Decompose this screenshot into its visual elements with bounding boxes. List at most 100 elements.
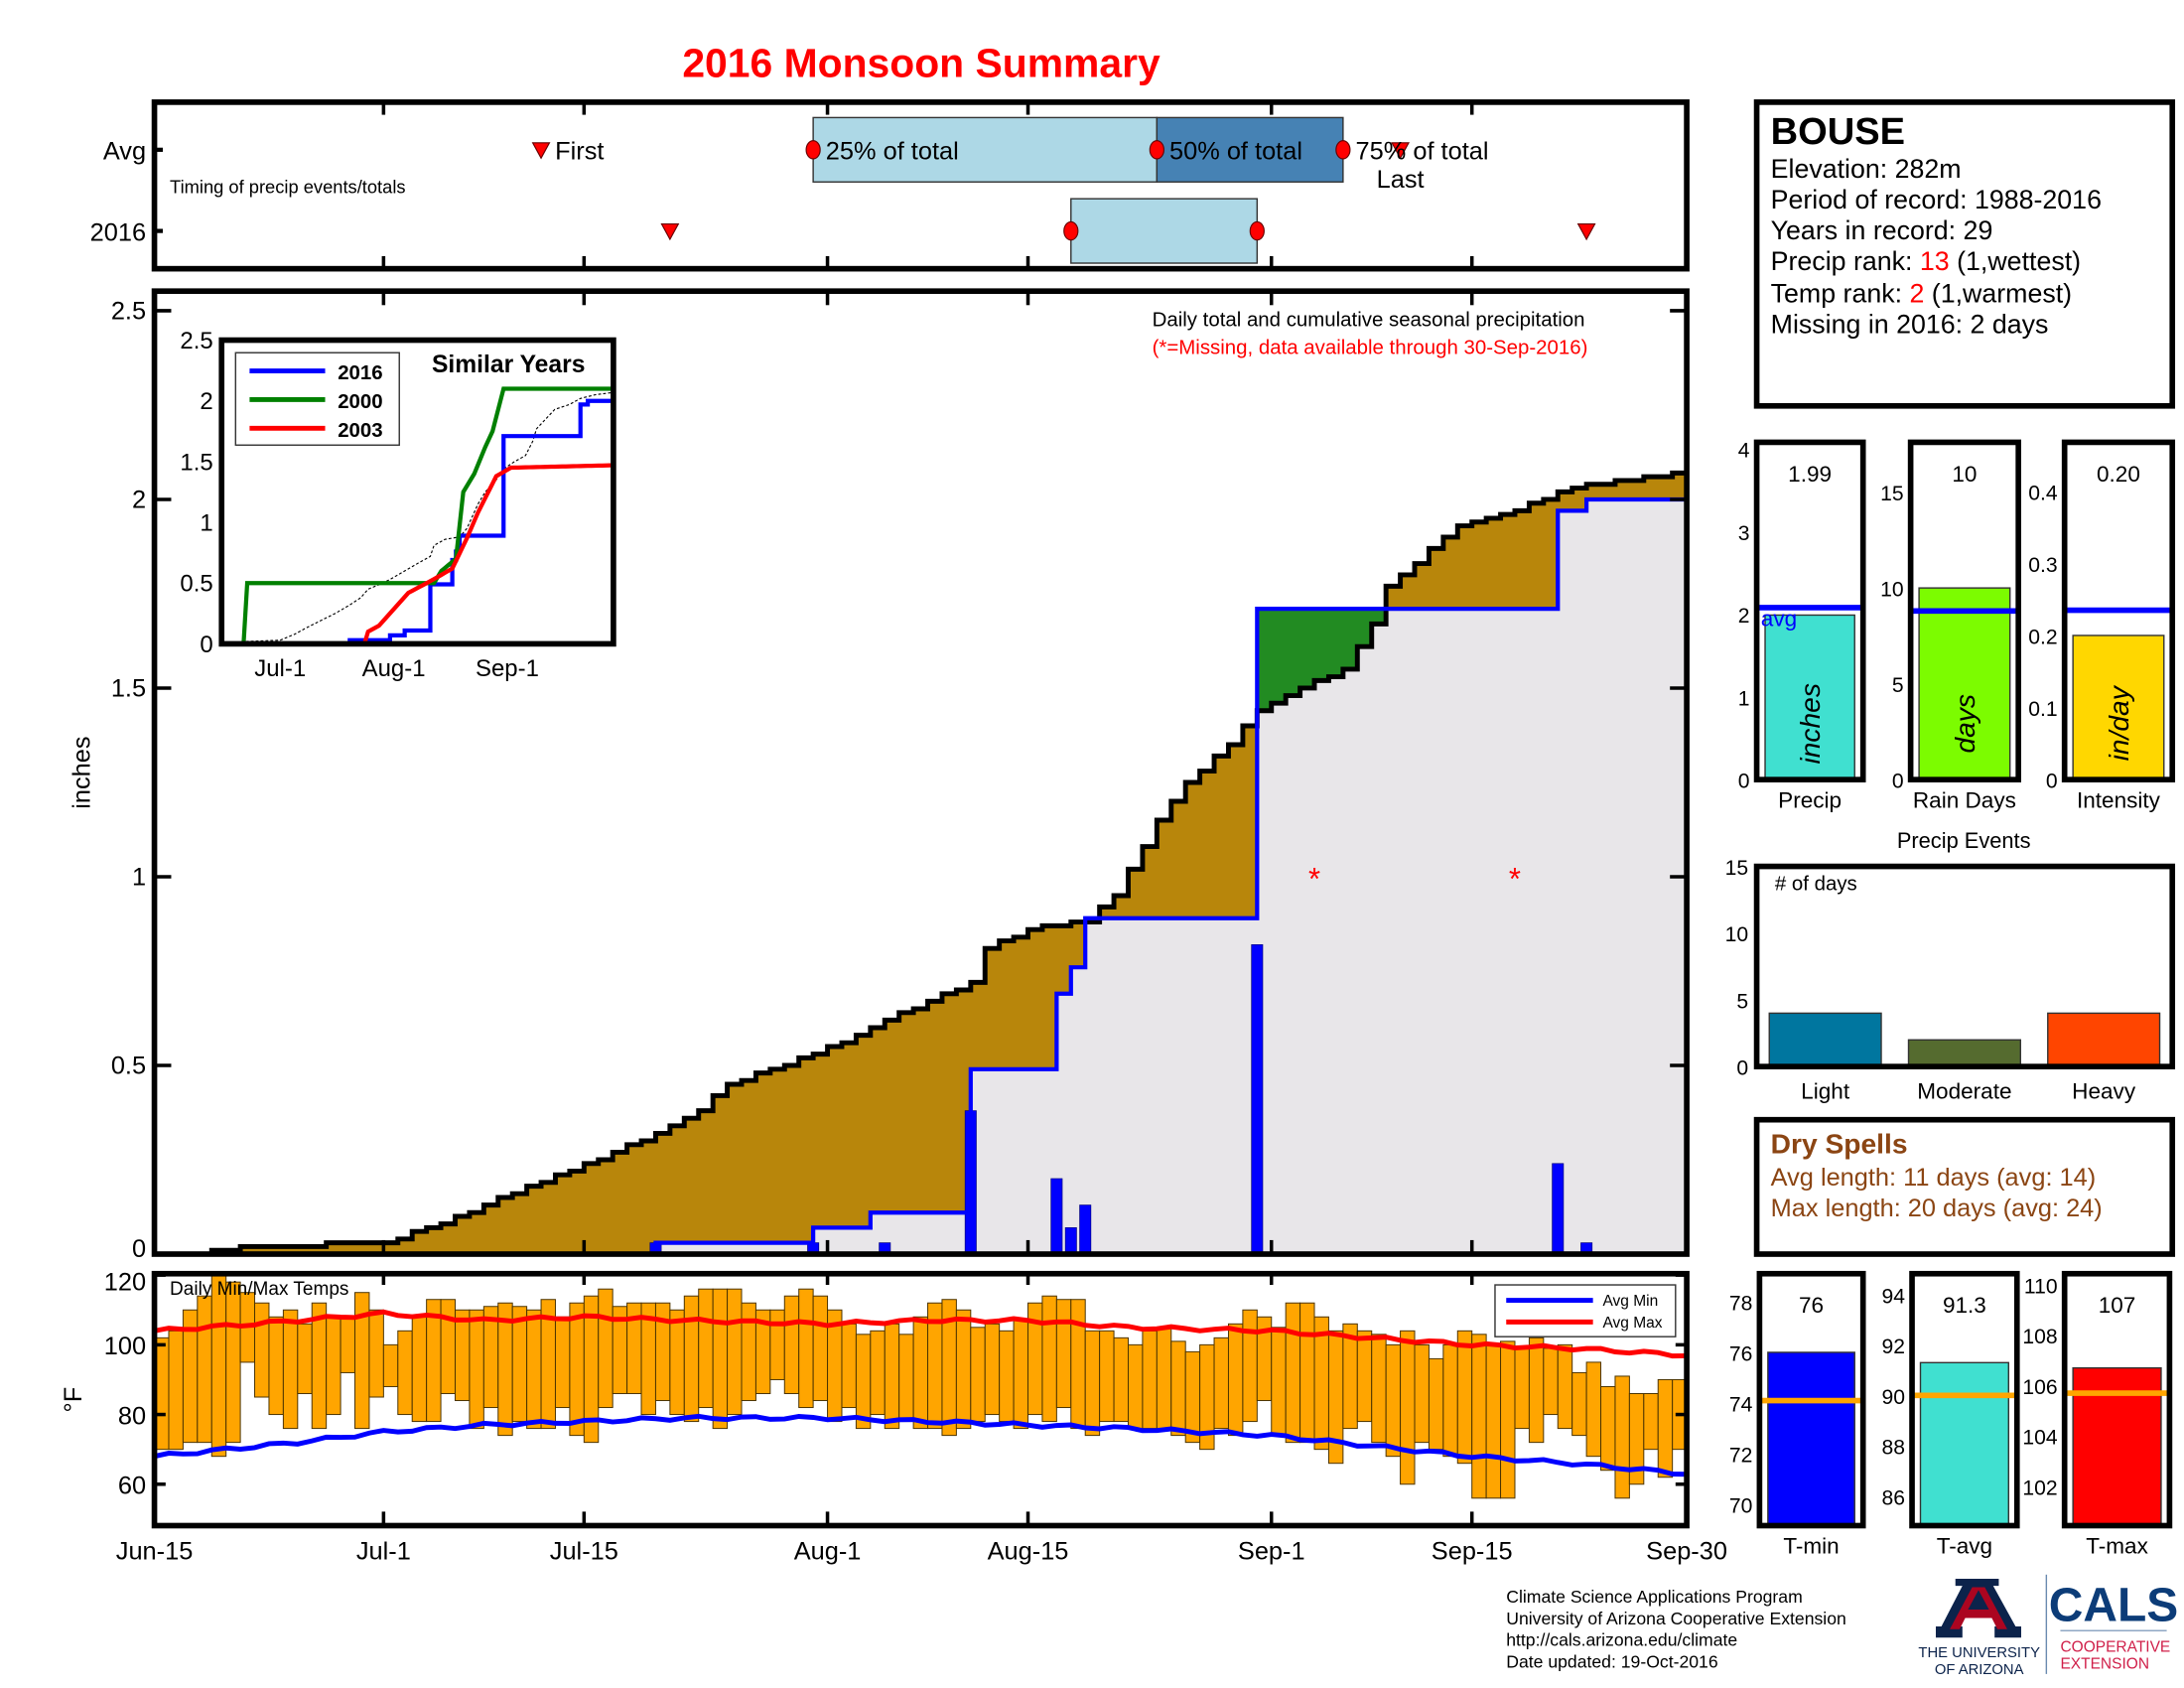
panel-y-tick-label: 0 [2046,771,2058,793]
daily-temp-bar [311,1302,328,1430]
precip-rank-value: 13 [1920,246,1950,276]
daily-temp-bar [1414,1343,1430,1444]
daily-temp-bar [798,1288,814,1409]
daily-temp-bar [970,1327,986,1423]
temp-legend-label: Avg Max [1603,1315,1663,1332]
daily-temp-bar [727,1288,743,1416]
daily-temp-bar [197,1295,212,1444]
temp-y-tick-label: 60 [118,1473,146,1500]
timing-first-marker [660,222,680,241]
temp-y-tick-label: 80 [118,1402,146,1430]
daily-temp-bar [511,1306,528,1423]
daily-temp-bar [1213,1336,1229,1430]
panel-y-tick-label: 102 [2022,1477,2057,1499]
daily-temp-bar [382,1343,399,1387]
daily-temp-bar [669,1309,685,1416]
panel-unit-label: in/day [2103,684,2134,761]
inset-x-tick-label: Aug-1 [362,655,426,682]
block-a-inner [1950,1587,2007,1629]
daily-temp-bar [1285,1302,1301,1444]
panel-label: T-min [1783,1534,1839,1559]
daily-temp-bar [1242,1309,1258,1423]
precip-chart-title: Daily total and cumulative seasonal prec… [1153,309,1585,331]
panel-y-tick-label: 0.4 [2028,482,2058,504]
legend-label: 2003 [338,420,382,442]
panel-y-tick-label: 0 [1892,771,1904,793]
panel-unit-label: inches [1794,683,1826,764]
panel-y-tick-label: 94 [1881,1285,1905,1308]
daily-temp-bar [1055,1299,1072,1409]
panel-y-tick-label: 108 [2022,1326,2057,1348]
daily-temp-bar [1514,1347,1530,1430]
panel-value-label: 76 [1799,1293,1824,1318]
daily-temp-bar [282,1309,299,1430]
panel-y-tick-label: 5 [1892,674,1904,697]
logo-ext-line1: COOPERATIVE [2060,1638,2170,1655]
events-annotation: # of days [1775,874,1857,896]
panel-label: Rain Days [1913,787,2016,812]
temp-plot-frame [151,1270,1690,1529]
logo-cals: CALS [2049,1579,2178,1631]
panel-value-label: 91.3 [1943,1293,1986,1318]
daily-temp-bar [1657,1378,1674,1478]
panel-frame-rain-days [1907,439,2021,782]
daily-temp-bar [368,1309,384,1398]
events-y-tick-label: 15 [1725,857,1748,880]
precip-rank-line: Precip rank: 13 (1,wettest) [1771,246,2081,276]
daily-precip-bar [1050,1178,1063,1255]
inset-series-2003 [221,463,614,644]
timing-p50-label: 50% of total [1169,138,1302,166]
daily-temp-bar [741,1302,756,1402]
panel-value-label: 0.20 [2097,462,2140,487]
inset-series-2016 [221,398,614,644]
panel-value-label: 1.99 [1788,462,1832,487]
daily-temp-bar [1600,1385,1616,1472]
inset-y-tick-label: 1 [200,510,212,537]
daily-temp-bar [397,1330,413,1416]
daily-temp-bar [598,1288,614,1409]
dry-spells-avg: Avg length: 11 days (avg: 14) [1771,1164,2097,1192]
timing-p25-marker [1063,220,1079,241]
events-y-tick-label: 5 [1736,990,1748,1013]
timing-panel-frame [151,99,1690,272]
bar-intensity [2072,634,2165,780]
daily-temp-bar [1500,1340,1516,1499]
daily-temp-bar [1170,1340,1186,1437]
panel-value-label: 107 [2099,1293,2136,1318]
panel-y-tick-label: 72 [1729,1445,1753,1468]
panel-y-tick-label: 2 [1738,605,1750,628]
timing-first-marker [531,142,551,160]
temp-rank-label: Temp rank: [1771,278,1910,308]
footer-line: University of Arizona Cooperative Extens… [1506,1609,1846,1628]
panel-y-tick-label: 0.3 [2028,554,2057,577]
panel-y-tick-label: 0.1 [2028,698,2057,721]
x-tick-label: Aug-15 [988,1537,1069,1565]
timing-p75-label: 75% of total [1356,138,1489,166]
panel-y-tick-label: 86 [1881,1486,1905,1509]
bar-rain-days [1918,587,2011,780]
daily-temp-bar [326,1316,341,1416]
footer-line: Date updated: 19-Oct-2016 [1506,1652,1718,1672]
temp-y-tick-label: 120 [104,1269,146,1297]
footer-line: Climate Science Applications Program [1506,1587,1803,1607]
timing-p50-marker [1149,140,1164,160]
daily-temp-bar [297,1323,313,1394]
inset-y-tick-label: 0.5 [180,571,212,598]
panel-frame-t-min [1756,1270,1866,1529]
daily-temp-bar [1299,1302,1315,1444]
x-tick-label: Sep-15 [1432,1537,1513,1565]
daily-temp-bar [411,1316,428,1423]
x-tick-label: Jul-1 [356,1537,411,1565]
timing-p75-marker [1335,140,1351,160]
panel-label: T-max [2086,1534,2148,1559]
panel-frame-intensity [2061,439,2176,782]
event-bar-light [1768,1012,1882,1067]
station-name: BOUSE [1771,111,1905,153]
daily-precip-bar [1064,1227,1077,1255]
panel-frame-t-avg [1909,1270,2020,1529]
temp-chart-title: Daily Min/Max Temps [170,1279,348,1300]
timing-last-marker [1391,142,1410,160]
missing-data-marker: * [1308,862,1320,897]
daily-temp-bar [268,1316,284,1416]
